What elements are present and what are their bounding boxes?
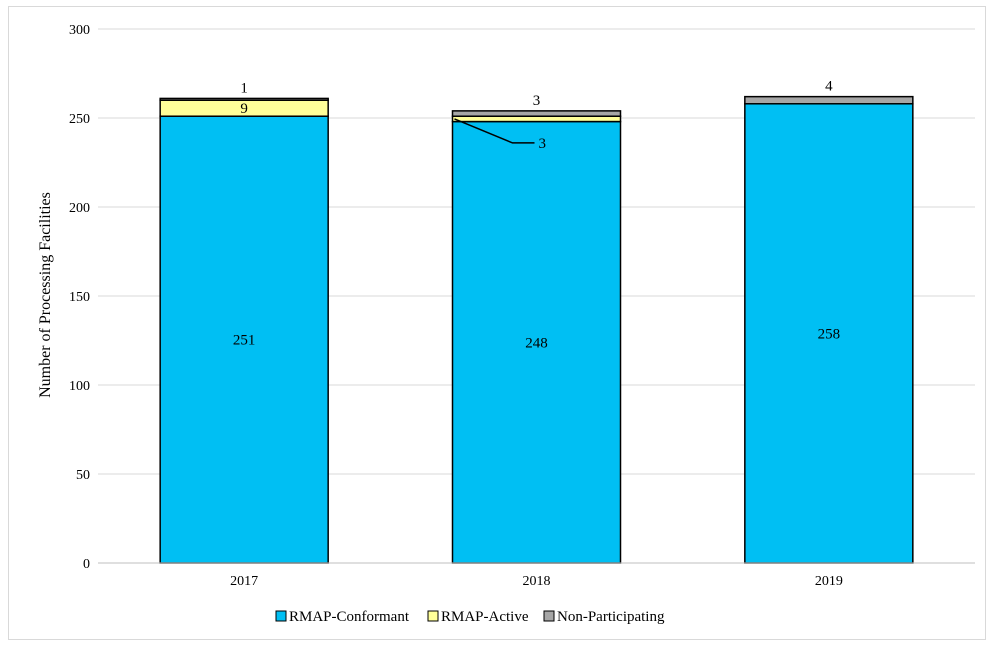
legend-label-non-participating: Non-Participating <box>557 609 665 625</box>
legend-label-rmap-active: RMAP-Active <box>441 609 529 625</box>
x-tick-label: 2019 <box>815 574 843 589</box>
y-tick-label: 100 <box>69 379 90 394</box>
y-tick-label: 250 <box>69 112 90 127</box>
data-label-non-participating-2017: 1 <box>240 80 248 96</box>
data-labels: 251 9 1 248 3 3 258 4 <box>233 79 840 352</box>
data-label-conformant-2017: 251 <box>233 333 256 349</box>
data-label-conformant-2019: 258 <box>818 326 841 342</box>
data-label-non-participating-2019: 4 <box>825 79 833 95</box>
y-tick-label: 200 <box>69 201 90 216</box>
bars <box>159 95 914 564</box>
legend: RMAP-Conformant RMAP-Active Non-Participat… <box>275 609 665 625</box>
y-axis: 0 50 100 150 200 250 300 <box>69 23 90 572</box>
legend-label-rmap-conformant: RMAP-Conformant <box>289 609 410 625</box>
data-label-active-2018: 3 <box>539 136 547 152</box>
y-tick-label: 300 <box>69 23 90 38</box>
bar-non-participating-2018 <box>451 110 622 117</box>
leader-line-active-2018 <box>454 118 535 144</box>
bar-rmap-active-2018 <box>451 115 622 123</box>
y-tick-label: 150 <box>69 290 90 305</box>
legend-swatch-rmap-active <box>427 610 439 622</box>
data-label-active-2017: 9 <box>240 101 248 117</box>
legend-swatch-non-participating <box>543 610 555 622</box>
x-tick-label: 2018 <box>523 574 551 589</box>
x-tick-label: 2017 <box>230 574 258 589</box>
legend-swatch-rmap-conformant <box>275 610 287 622</box>
y-tick-label: 50 <box>76 468 90 483</box>
y-tick-label: 0 <box>83 557 90 572</box>
bar-rmap-conformant-2017 <box>159 115 329 564</box>
bar-non-participating-2019 <box>744 95 914 105</box>
x-axis: 2017 2018 2019 <box>98 562 975 589</box>
data-label-conformant-2018: 248 <box>525 335 548 351</box>
data-label-non-participating-2018: 3 <box>533 93 541 109</box>
y-axis-label: Number of Processing Facilities <box>37 192 54 398</box>
bar-non-participating-2017 <box>159 97 329 101</box>
